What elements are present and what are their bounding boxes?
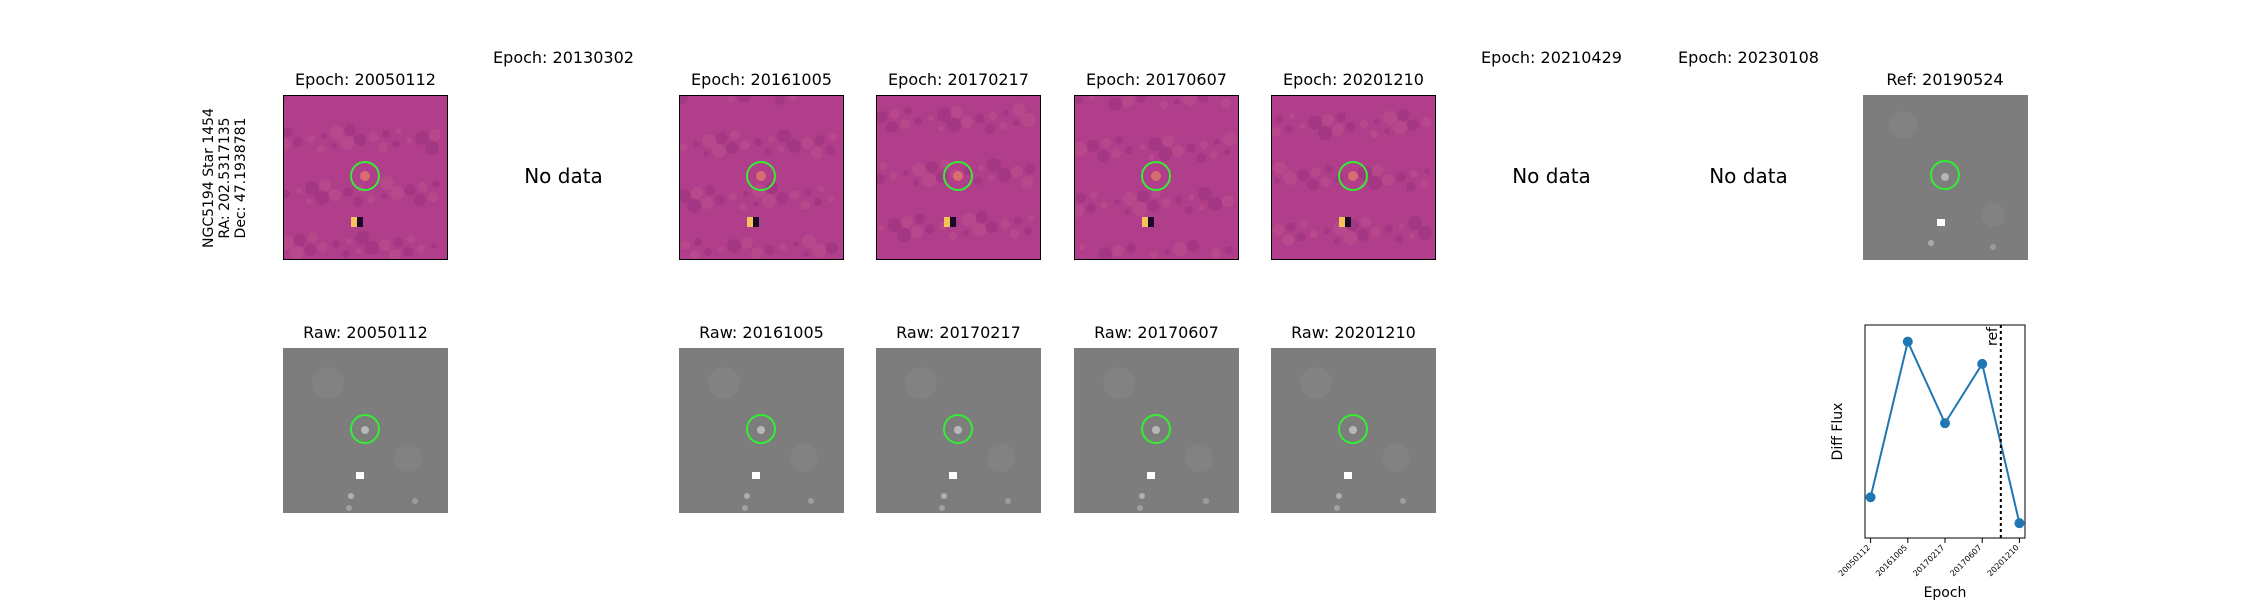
no-data-label: No data (1709, 164, 1788, 188)
epoch-title: Epoch: 20170217 (888, 70, 1029, 89)
epoch-title: Epoch: 20201210 (1283, 70, 1424, 89)
diff-image (876, 95, 1041, 260)
light-curve-chart: 20050112 20161005 20170217 20170607 20201210… (1830, 324, 2026, 600)
epoch-title: Epoch: 20050112 (295, 70, 436, 89)
target-circle (350, 161, 380, 191)
diff-image (283, 95, 448, 260)
x-tick-label: 20161005 (1874, 543, 1909, 578)
data-point (2014, 518, 2025, 529)
raw-image (876, 348, 1041, 513)
diff-image (1271, 95, 1436, 260)
series-line (1869, 338, 2021, 524)
target-circle (1338, 161, 1368, 191)
x-tick-label: 20201210 (1986, 543, 2021, 578)
reference-epoch-label: ref (1985, 326, 2001, 346)
target-circle (746, 414, 776, 444)
target-circle (1930, 160, 1960, 190)
raw-title: Raw: 20170217 (896, 323, 1021, 342)
epoch-title: Epoch: 20161005 (691, 70, 832, 89)
data-point (1977, 358, 1988, 369)
star-info-label: NGC5194 Star 1454 RA: 202.5317135 Dec: 4… (201, 108, 249, 248)
raw-image (1074, 348, 1239, 513)
x-tick-label: 20170607 (1948, 543, 1983, 578)
epoch-title: Epoch: 20210429 (1481, 48, 1622, 67)
data-point (1865, 492, 1876, 503)
raw-image (283, 348, 448, 513)
diff-image (1074, 95, 1239, 260)
diff-image (679, 95, 844, 260)
target-circle (1338, 414, 1368, 444)
star-dec: Dec: 47.1938781 (233, 117, 249, 239)
epoch-title: Epoch: 20170607 (1086, 70, 1227, 89)
target-circle (943, 161, 973, 191)
reference-panel-title: Ref: 20190524 (1886, 70, 2004, 89)
raw-title: Raw: 20201210 (1291, 323, 1416, 342)
epoch-title: Epoch: 20230108 (1678, 48, 1819, 67)
data-point (1902, 336, 1913, 347)
no-data-label: No data (524, 164, 603, 188)
star-name: NGC5194 Star 1454 (201, 108, 217, 248)
raw-title: Raw: 20050112 (303, 323, 428, 342)
target-circle (1141, 161, 1171, 191)
x-axis-label: Epoch (1924, 585, 1967, 600)
raw-image (679, 348, 844, 513)
raw-title: Raw: 20170607 (1094, 323, 1219, 342)
star-ra: RA: 202.5317135 (217, 117, 233, 239)
target-circle (350, 414, 380, 444)
no-data-label: No data (1512, 164, 1591, 188)
epoch-title: Epoch: 20130302 (493, 48, 634, 67)
target-circle (1141, 414, 1171, 444)
raw-image (1271, 348, 1436, 513)
x-tick-label: 20170217 (1911, 543, 1946, 578)
data-point (1940, 418, 1950, 429)
y-axis-label: Diff Flux (1830, 403, 1846, 461)
raw-title: Raw: 20161005 (699, 323, 824, 342)
x-tick-label: 20050112 (1837, 543, 1872, 578)
target-circle (943, 414, 973, 444)
target-circle (746, 161, 776, 191)
reference-image (1863, 95, 2028, 260)
